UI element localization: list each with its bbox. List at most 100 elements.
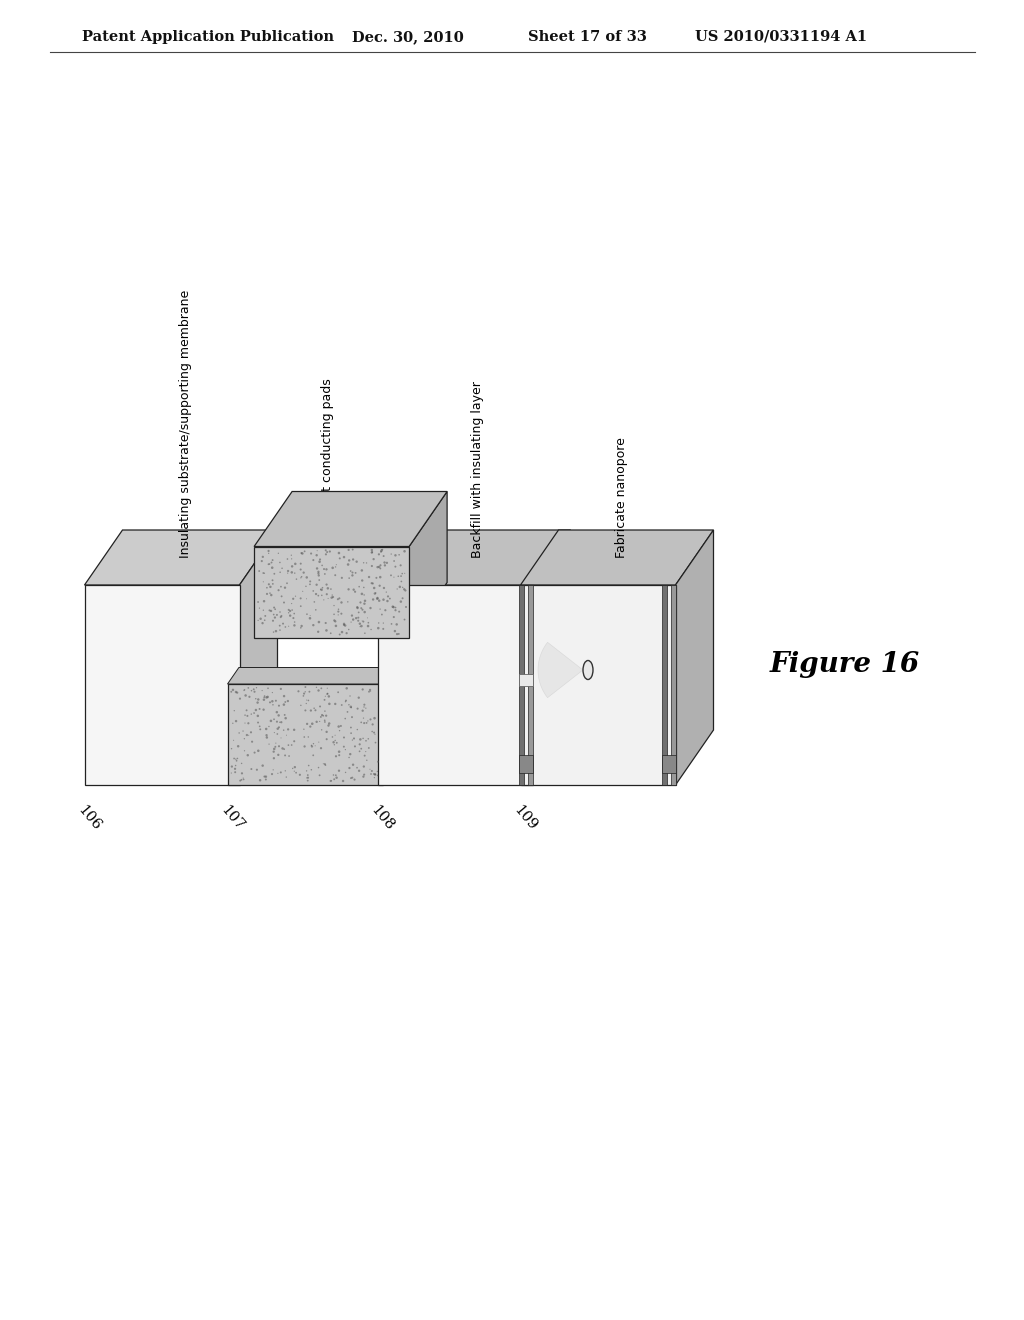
Point: [383, 565, 399, 586]
Point: [239, 700, 255, 721]
Point: [254, 550, 270, 572]
Point: [286, 760, 302, 781]
Text: Create split conducting pads: Create split conducting pads: [322, 379, 335, 558]
Point: [293, 543, 309, 564]
Point: [386, 566, 402, 587]
Point: [307, 599, 324, 620]
Point: [246, 702, 262, 723]
Point: [288, 762, 304, 783]
Point: [371, 612, 387, 634]
Text: Sheet 17 of 33: Sheet 17 of 33: [528, 30, 647, 44]
Point: [356, 593, 373, 614]
Point: [309, 558, 326, 579]
Text: US 2010/0331194 A1: US 2010/0331194 A1: [695, 30, 867, 44]
Point: [351, 734, 368, 755]
Point: [256, 689, 272, 710]
Point: [310, 565, 327, 586]
Point: [360, 738, 377, 759]
Point: [266, 709, 283, 730]
Point: [289, 569, 305, 590]
Point: [247, 742, 263, 763]
Point: [286, 607, 302, 628]
Point: [328, 764, 344, 785]
Text: Molecular Brake: Molecular Brake: [95, 623, 109, 747]
Point: [302, 715, 318, 737]
Point: [270, 744, 287, 766]
Point: [344, 539, 360, 560]
Point: [295, 685, 311, 706]
Point: [383, 544, 399, 565]
Point: [255, 755, 271, 776]
Point: [397, 597, 414, 618]
Point: [382, 587, 398, 609]
Point: [293, 694, 309, 715]
Point: [228, 750, 245, 771]
Point: [315, 589, 332, 610]
Point: [314, 705, 331, 726]
Point: [337, 615, 353, 636]
Point: [332, 548, 348, 569]
Point: [321, 713, 337, 734]
Point: [383, 614, 399, 635]
Point: [243, 704, 259, 725]
Point: [355, 756, 372, 777]
Point: [249, 759, 265, 780]
Point: [311, 569, 328, 590]
Point: [252, 719, 268, 741]
Point: [302, 570, 318, 591]
Point: [300, 755, 316, 776]
Point: [255, 562, 271, 583]
Point: [316, 710, 333, 731]
Point: [310, 611, 327, 632]
Point: [360, 612, 377, 634]
Point: [273, 711, 290, 733]
Point: [364, 721, 380, 742]
Point: [344, 706, 360, 727]
Point: [353, 615, 370, 636]
Point: [356, 744, 373, 766]
Point: [265, 694, 282, 715]
Point: [303, 759, 319, 780]
Point: [260, 543, 276, 564]
Point: [330, 681, 346, 702]
Point: [323, 623, 339, 644]
Point: [337, 739, 353, 760]
Point: [341, 550, 357, 572]
Polygon shape: [383, 630, 421, 785]
Ellipse shape: [583, 660, 593, 680]
Point: [315, 558, 332, 579]
Point: [284, 548, 300, 569]
Point: [365, 573, 381, 594]
Point: [318, 574, 335, 595]
Point: [293, 595, 309, 616]
Point: [247, 681, 263, 702]
Point: [367, 764, 383, 785]
Point: [270, 705, 287, 726]
Point: [243, 759, 259, 780]
Point: [265, 610, 282, 631]
Point: [362, 619, 379, 640]
Point: [250, 692, 266, 713]
Point: [299, 689, 315, 710]
Point: [327, 611, 343, 632]
Point: [296, 735, 312, 756]
Point: [310, 680, 327, 701]
Point: [233, 770, 250, 791]
Point: [295, 581, 311, 602]
Point: [237, 741, 253, 762]
Point: [268, 620, 285, 642]
Point: [300, 726, 316, 747]
Point: [305, 581, 322, 602]
Point: [340, 540, 356, 561]
Point: [303, 735, 319, 756]
Point: [372, 566, 388, 587]
Point: [352, 616, 369, 638]
Point: [368, 582, 384, 603]
Point: [358, 552, 375, 573]
Point: [265, 747, 282, 768]
Point: [241, 725, 257, 746]
Point: [368, 733, 384, 754]
Point: [302, 574, 318, 595]
Point: [255, 572, 271, 593]
Point: [331, 599, 347, 620]
